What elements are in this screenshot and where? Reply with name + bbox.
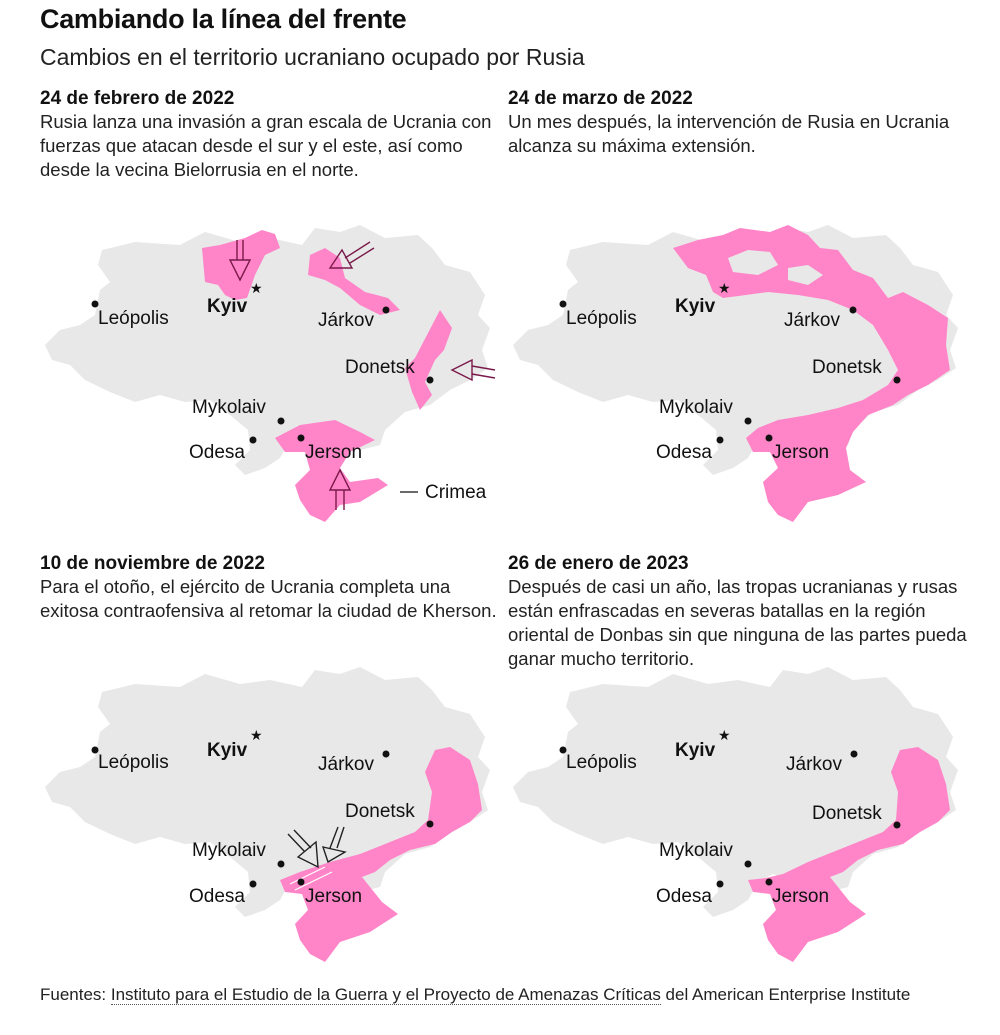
capital-star-icon: ★ (718, 727, 731, 743)
city-label-kharkiv: Járkov (786, 754, 842, 775)
city-label-odesa: Odesa (656, 886, 712, 907)
panel-description: Para el otoño, el ejército de Ucrania co… (40, 576, 497, 621)
city-dot-odesa (249, 436, 257, 444)
city-label-kharkiv: Járkov (318, 754, 374, 775)
map-nov-2022: Leópolis ★ Kyiv Járkov Donetsk Mykolaiv … (40, 662, 500, 972)
arrow-south-icon (328, 468, 352, 510)
region-label-crimea: Crimea (425, 482, 487, 503)
capital-star-icon: ★ (718, 280, 731, 296)
city-dot-donetsk (426, 376, 434, 384)
city-dot-kherson (297, 434, 305, 442)
city-label-donetsk: Donetsk (812, 357, 882, 378)
panel-mar-2022: 24 de marzo de 2022 Un mes después, la i… (508, 88, 978, 158)
invasion-arrows (228, 240, 496, 510)
city-label-lviv: Leópolis (566, 752, 637, 773)
city-label-kyiv: Kyiv (207, 296, 248, 317)
capital-star-icon: ★ (250, 727, 263, 743)
occupied-north-kyiv (202, 230, 280, 300)
sources-link[interactable]: Instituto para el Estudio de la Guerra y… (110, 985, 661, 1005)
city-label-lviv: Leópolis (566, 308, 637, 329)
city-label-odesa: Odesa (189, 886, 245, 907)
city-label-kherson: Jerson (305, 442, 362, 463)
panel-description: Después de casi un año, las tropas ucran… (508, 576, 967, 669)
city-label-odesa: Odesa (656, 442, 712, 463)
panel-feb-2022: 24 de febrero de 2022 Rusia lanza una in… (40, 88, 510, 182)
sources-suffix: del American Enterprise Institute (660, 985, 911, 1004)
panel-date: 10 de noviembre de 2022 (40, 553, 265, 574)
city-dot-lviv (91, 300, 99, 308)
map-mar-2022: Leópolis ★ Kyiv Járkov Donetsk Mykolaiv … (508, 220, 968, 530)
sources-prefix: Fuentes: (40, 985, 111, 1004)
panel-date: 24 de marzo de 2022 (508, 88, 693, 109)
city-label-mykolaiv: Mykolaiv (192, 840, 266, 861)
city-label-mykolaiv: Mykolaiv (659, 397, 733, 418)
arrow-kherson-north-icon (321, 826, 347, 864)
city-label-kharkiv: Járkov (784, 310, 840, 331)
occupied-northeast (308, 248, 400, 315)
occupied-south-east (748, 747, 950, 962)
counteroffensive-arrows (287, 826, 347, 869)
city-label-kyiv: Kyiv (207, 740, 248, 761)
panel-date: 26 de enero de 2023 (508, 553, 689, 574)
city-markers: Leópolis ★ Kyiv Járkov Donetsk Mykolaiv … (559, 280, 901, 463)
occupied-south-crimea (275, 420, 388, 522)
city-label-mykolaiv: Mykolaiv (192, 397, 266, 418)
occupied-max-extent (673, 225, 950, 522)
arrow-east-icon (450, 358, 496, 382)
city-label-donetsk: Donetsk (345, 357, 415, 378)
chart-title: Cambiando la línea del frente (40, 4, 407, 34)
occupied-south-east (280, 747, 482, 962)
city-markers: Leópolis ★ Kyiv Járkov Donetsk Mykolaiv … (91, 280, 487, 503)
city-label-lviv: Leópolis (98, 308, 169, 329)
city-label-donetsk: Donetsk (812, 803, 882, 824)
sources-footer: Fuentes: Instituto para el Estudio de la… (40, 984, 940, 1006)
arrow-kherson-west-icon (287, 829, 319, 869)
city-label-kherson: Jerson (772, 442, 829, 463)
chart-subtitle: Cambios en el territorio ucraniano ocupa… (40, 44, 585, 70)
city-label-mykolaiv: Mykolaiv (659, 840, 733, 861)
city-label-kharkiv: Járkov (318, 310, 374, 331)
panel-nov-2022: 10 de noviembre de 2022 Para el otoño, e… (40, 553, 510, 623)
map-jan-2023: Leópolis ★ Kyiv Járkov Donetsk Mykolaiv … (508, 662, 968, 972)
city-markers: Leópolis ★ Kyiv Járkov Donetsk Mykolaiv … (559, 727, 901, 907)
city-label-lviv: Leópolis (98, 752, 169, 773)
city-label-kherson: Jerson (772, 886, 829, 907)
arrow-northeast-icon (328, 241, 375, 269)
capital-star-icon: ★ (250, 280, 263, 296)
map-feb-2022: Leópolis ★ Kyiv Járkov Donetsk Mykolaiv … (40, 220, 500, 530)
city-markers: Leópolis ★ Kyiv Járkov Donetsk Mykolaiv … (91, 727, 434, 907)
city-label-donetsk: Donetsk (345, 801, 415, 822)
city-label-kyiv: Kyiv (675, 296, 716, 317)
panel-description: Rusia lanza una invasión a gran escala d… (40, 111, 492, 180)
city-label-kyiv: Kyiv (675, 740, 716, 761)
city-label-kherson: Jerson (305, 886, 362, 907)
city-dot-mykolaiv (277, 417, 285, 425)
retreat-hatch (289, 866, 333, 891)
arrow-north-icon (228, 240, 252, 282)
city-label-odesa: Odesa (189, 442, 245, 463)
panel-date: 24 de febrero de 2022 (40, 88, 235, 109)
panel-description: Un mes después, la intervención de Rusia… (508, 111, 950, 156)
city-dot-kharkiv (382, 306, 390, 314)
panel-jan-2023: 26 de enero de 2023 Después de casi un a… (508, 553, 978, 671)
occupied-east (405, 310, 452, 410)
